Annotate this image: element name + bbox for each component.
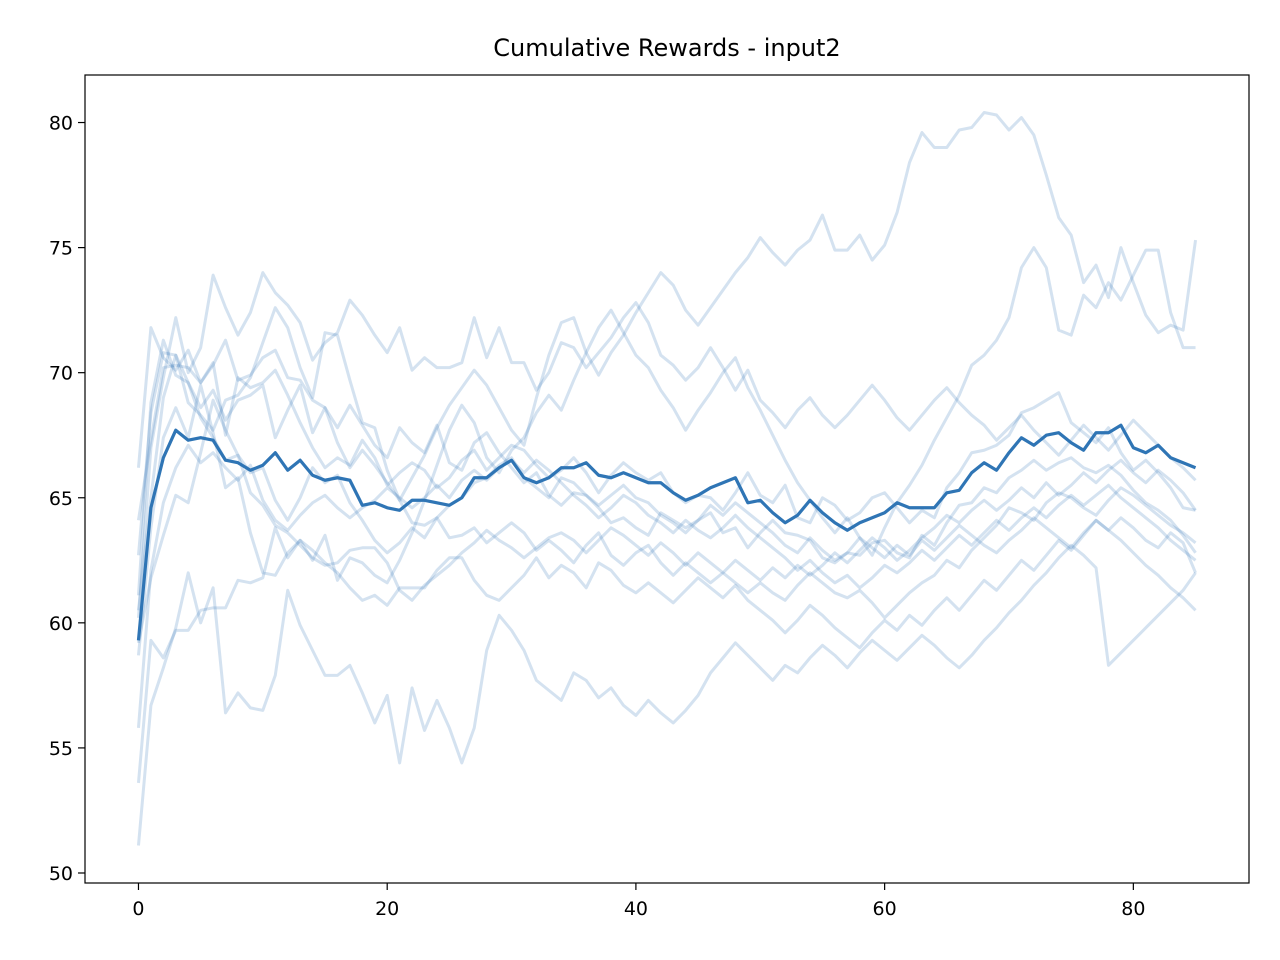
run-series-group: [136, 111, 1198, 846]
chart-title: Cumulative Rewards - input2: [493, 34, 840, 62]
y-axis: 50 55 60 65 70 75 80: [49, 113, 85, 885]
x-tick-label: 0: [132, 898, 144, 920]
mean-series-group: [136, 423, 1197, 641]
x-tick-label: 80: [1121, 898, 1145, 920]
x-tick-label: 20: [375, 898, 399, 920]
run-series-line-8: [136, 543, 1197, 846]
y-tick-label: 70: [49, 363, 73, 385]
x-axis: 0 20 40 60 80: [132, 883, 1145, 920]
run-series-line-10: [136, 111, 1198, 611]
run-series-line-2: [136, 338, 1197, 565]
plot-frame: [84, 74, 1250, 884]
run-series-line-4: [136, 338, 1197, 602]
x-tick-label: 60: [873, 898, 897, 920]
run-series-line-11: [136, 246, 1196, 656]
mean-series-line: [136, 423, 1197, 641]
run-series-line-3: [136, 306, 1197, 620]
y-tick-label: 80: [49, 113, 73, 135]
y-tick-label: 60: [49, 613, 73, 635]
run-series-line-5: [136, 398, 1197, 644]
run-series-line-6: [136, 443, 1197, 729]
run-series-line-9: [136, 271, 1197, 618]
x-tick-label: 40: [624, 898, 648, 920]
y-tick-label: 75: [49, 238, 73, 260]
y-tick-label: 65: [49, 488, 73, 510]
run-series-line-1: [136, 326, 1196, 525]
y-tick-label: 50: [49, 863, 73, 885]
run-series-line-7: [136, 518, 1197, 784]
y-tick-label: 55: [49, 738, 73, 760]
